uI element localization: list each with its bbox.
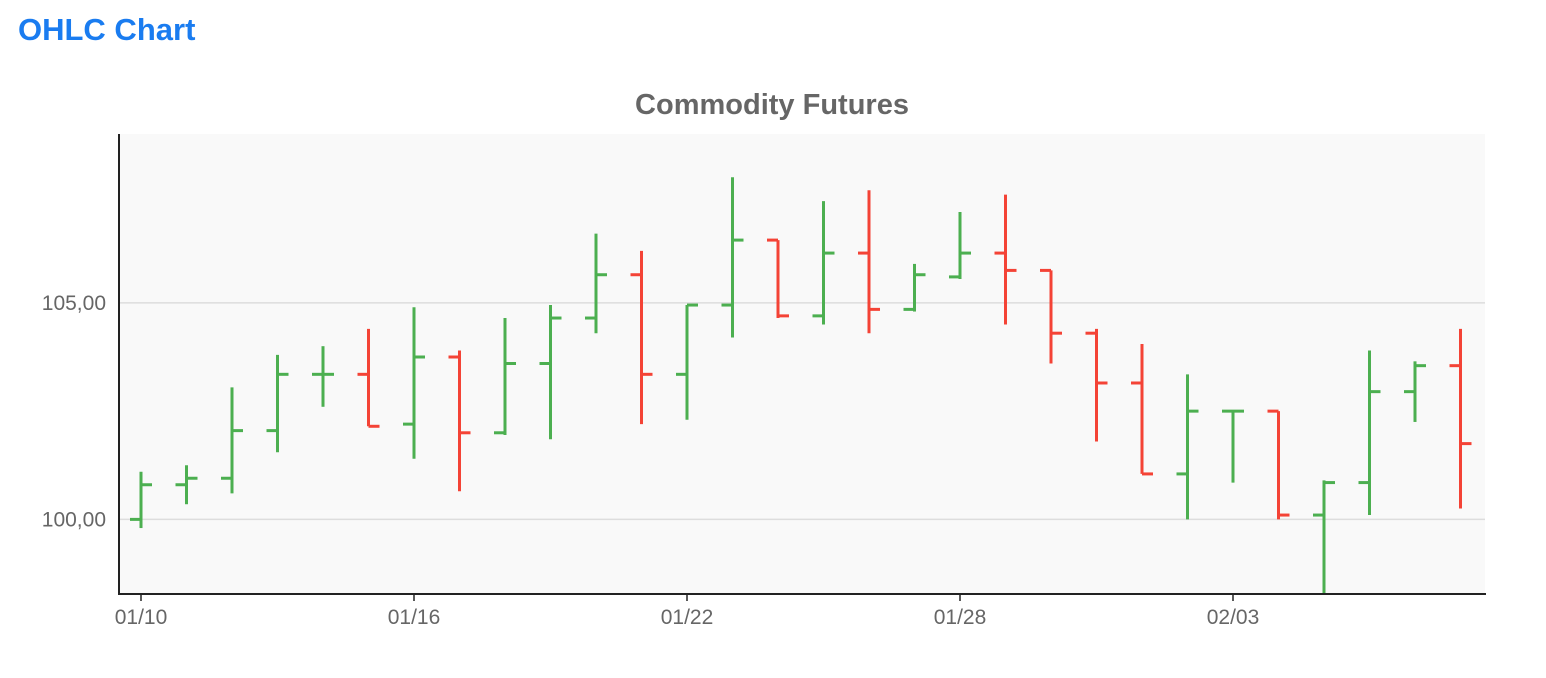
ohlc-bar [1267, 409, 1290, 520]
y-tick-label: 105,00 [42, 292, 106, 315]
ohlc-bar [858, 190, 880, 334]
ohlc-bar [448, 350, 471, 492]
ohlc-bar [539, 305, 562, 440]
x-tick-label: 01/16 [388, 606, 441, 629]
ohlc-bar [812, 201, 835, 325]
ohlc-bar [357, 328, 380, 428]
ohlc-bar [994, 194, 1017, 325]
ohlc-bar [1449, 328, 1472, 509]
ohlc-bar [676, 303, 698, 420]
ohlc-bar [1358, 350, 1381, 516]
ohlc-bar [1222, 409, 1244, 483]
plot-area [119, 134, 1485, 593]
y-tick-label: 100,00 [42, 508, 106, 531]
ohlc-bar [767, 238, 789, 319]
ohlc-bar [312, 346, 334, 407]
ohlc-bar [721, 177, 744, 338]
grid-lines [119, 302, 1485, 521]
x-tick-label: 01/22 [661, 606, 714, 629]
ohlc-bar [221, 387, 243, 494]
ohlc-bar [403, 307, 425, 459]
ohlc-bar [130, 471, 152, 529]
ohlc-bar [494, 318, 516, 435]
x-axis-labels: 01/10 01/16 01/22 01/28 02/03 [115, 594, 1260, 629]
chart-title: Commodity Futures [635, 89, 909, 121]
ohlc-bar [585, 233, 607, 334]
ohlc-bar [1176, 374, 1199, 520]
ohlc-bar [1131, 344, 1153, 476]
ohlc-bar [175, 465, 198, 505]
page-title: OHLC Chart [18, 12, 196, 47]
ohlc-bar [1404, 361, 1426, 422]
ohlc-bar [1040, 268, 1062, 364]
y-axis-labels: 100,00 105,00 [42, 292, 106, 532]
x-tick-label: 01/28 [934, 606, 987, 629]
ohlc-bar [1313, 480, 1335, 593]
ohlc-bar [1085, 328, 1108, 442]
x-tick-label: 01/10 [115, 606, 168, 629]
ohlc-bar [949, 211, 971, 280]
ohlc-bar [630, 250, 653, 425]
ohlc-bar [266, 354, 289, 453]
ohlc-bars [130, 177, 1472, 593]
x-tick-label: 02/03 [1207, 606, 1260, 629]
ohlc-bar [903, 263, 926, 312]
